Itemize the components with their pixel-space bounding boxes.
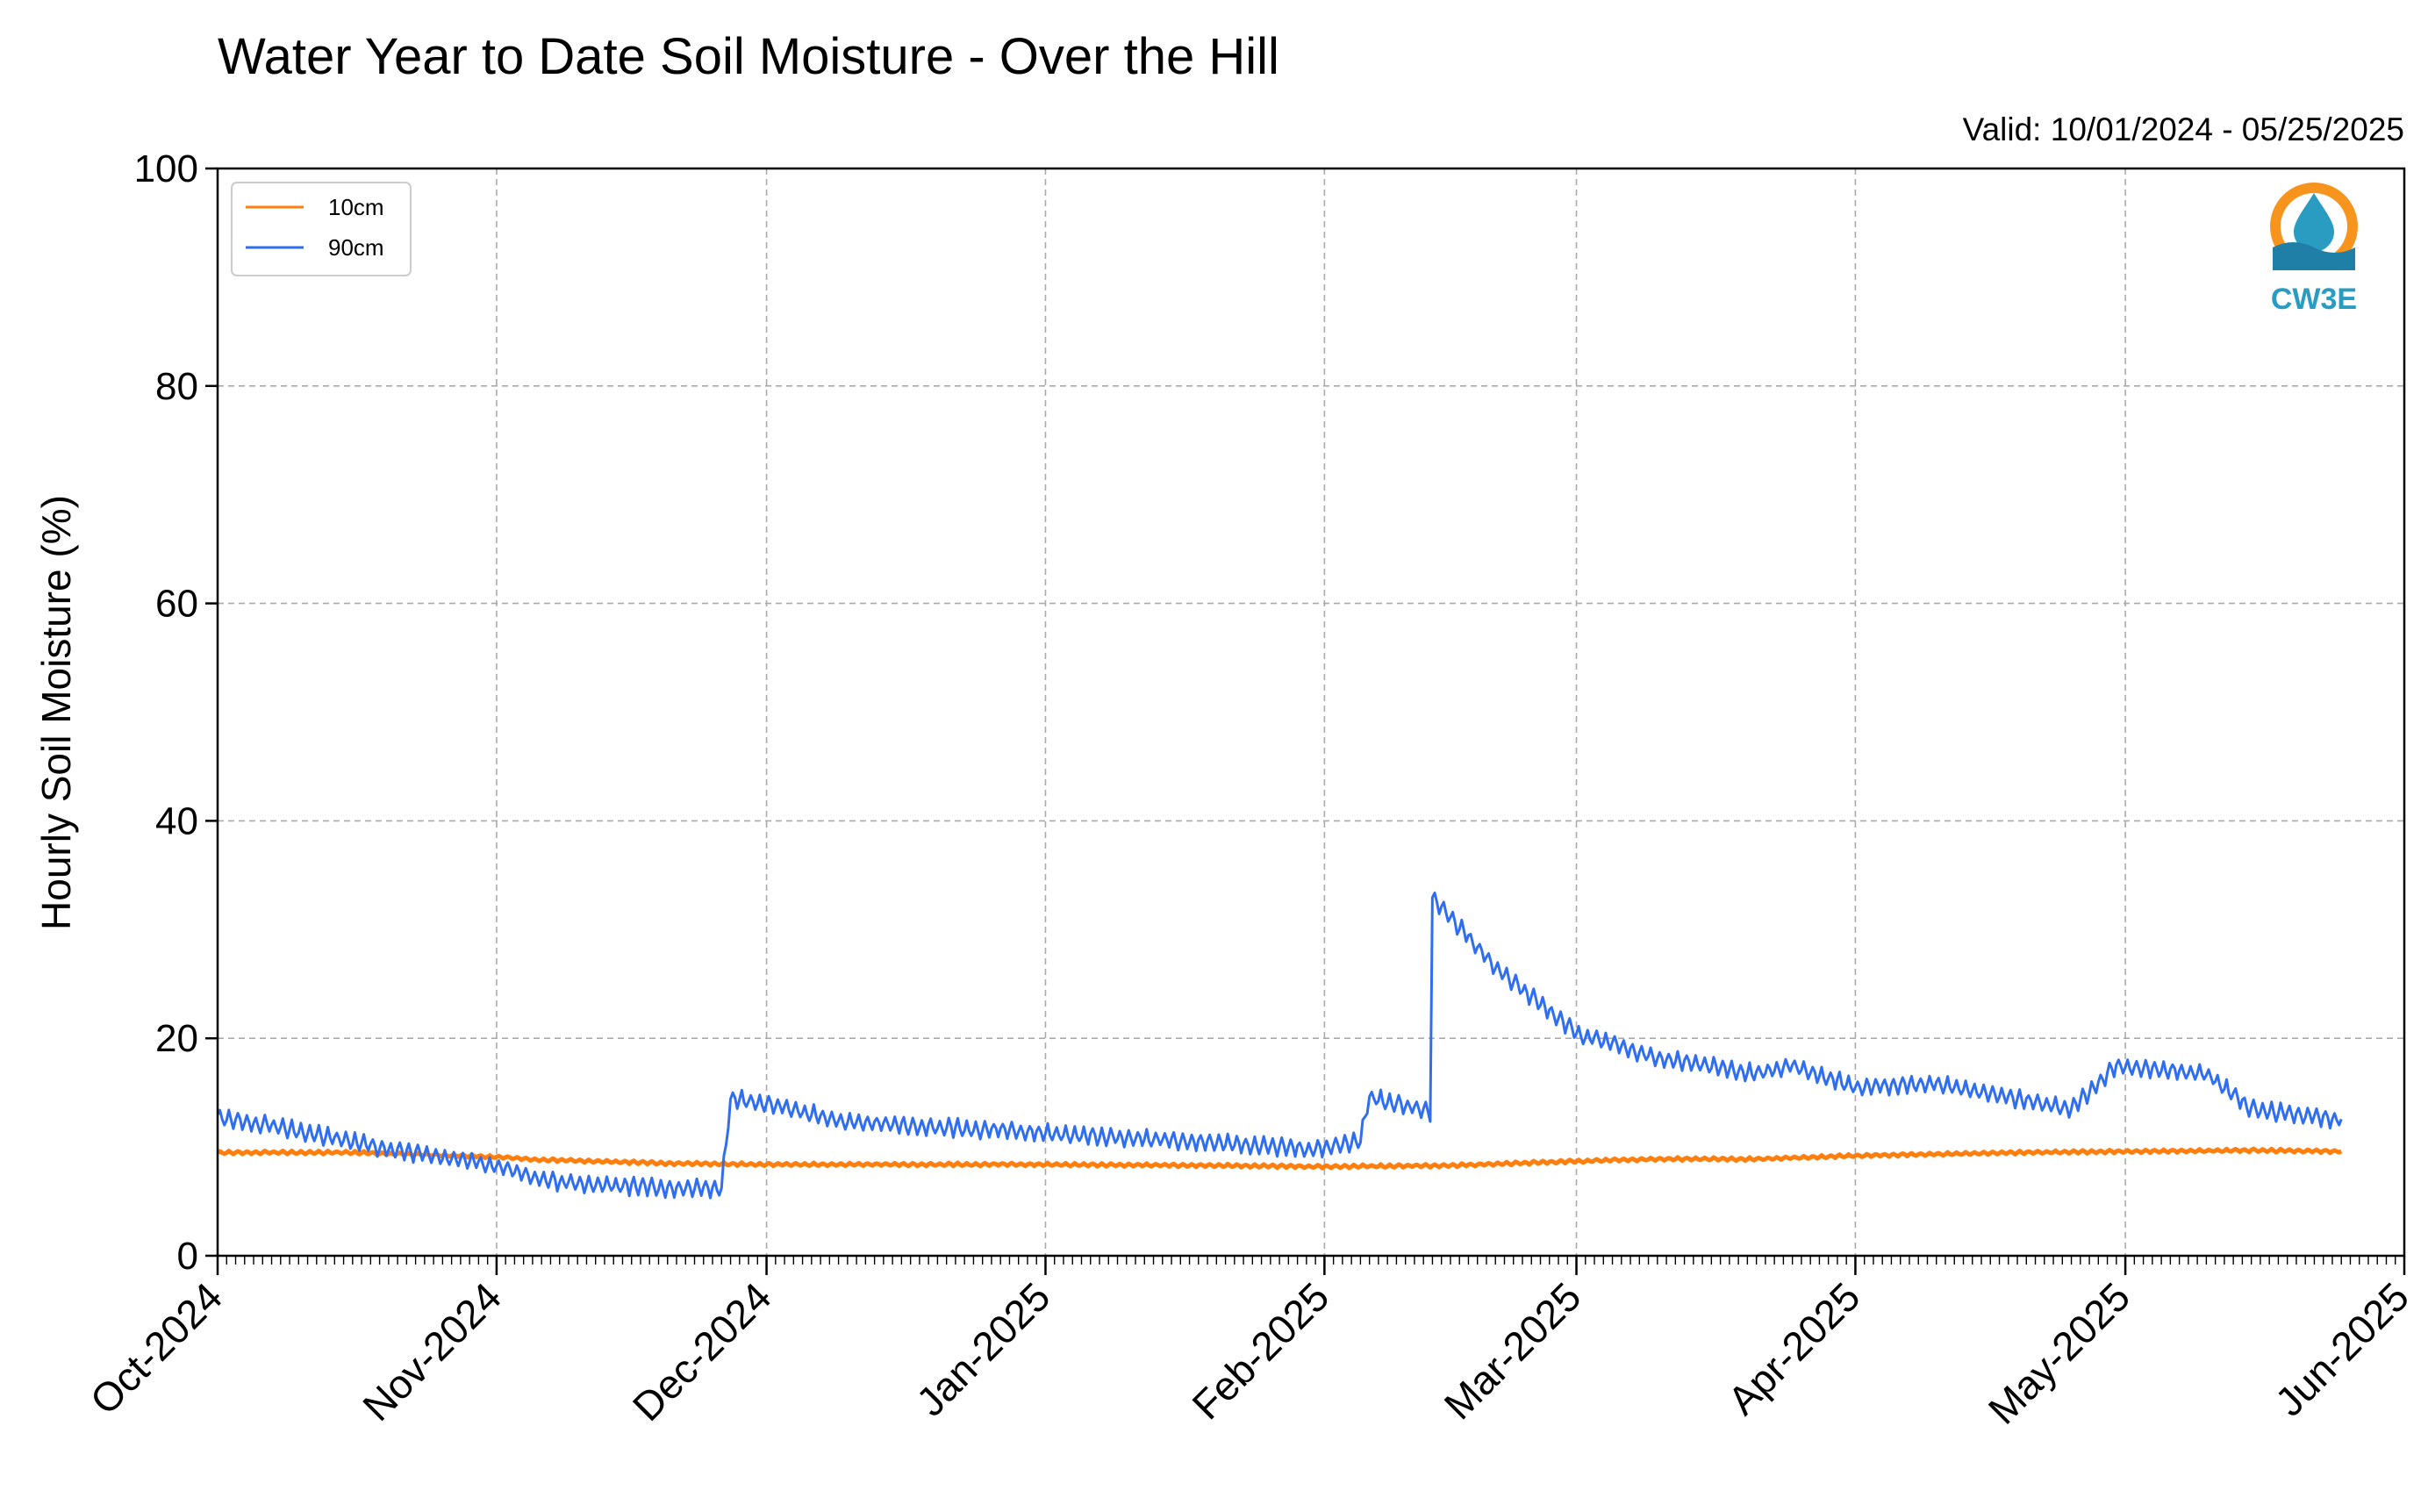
- y-tick-label: 100: [134, 147, 198, 190]
- y-tick-label: 80: [155, 365, 198, 408]
- y-tick-label: 20: [155, 1017, 198, 1060]
- y-axis-label: Hourly Soil Moisture (%): [33, 495, 79, 930]
- logo-text: CW3E: [2271, 283, 2357, 316]
- valid-range-label: Valid: 10/01/2024 - 05/25/2025: [1963, 111, 2404, 147]
- y-tick-label: 60: [155, 583, 198, 626]
- x-tick-label: Jun-2025: [2267, 1273, 2417, 1424]
- x-tick-label: Mar-2025: [1436, 1273, 1590, 1428]
- logo-wave-icon: [2273, 242, 2355, 270]
- x-tick-label: Feb-2025: [1183, 1273, 1337, 1428]
- chart-title: Water Year to Date Soil Moisture - Over …: [218, 28, 1279, 85]
- x-tick-label: Nov-2024: [354, 1273, 510, 1430]
- grid: [218, 168, 2404, 1256]
- series-lines: [216, 892, 2343, 1200]
- x-tick-label: Apr-2025: [1719, 1273, 1869, 1423]
- legend-label-10cm: 10cm: [328, 194, 384, 220]
- legend-label-90cm: 90cm: [328, 234, 384, 261]
- x-tick-label: Oct-2024: [82, 1273, 232, 1423]
- axes: 0 20 40 60 80 100 Oct-2024 Nov-2024 Dec-2024 Jan-…: [82, 147, 2418, 1433]
- x-tick-label: Dec-2024: [624, 1273, 780, 1430]
- logo-drop-icon: [2294, 193, 2334, 252]
- x-tick-label: May-2025: [1980, 1273, 2138, 1432]
- legend: 10cm 90cm: [231, 182, 412, 276]
- series-line-10cm: [217, 1146, 2343, 1171]
- plot-frame: [216, 167, 2406, 1258]
- y-tick-label: 40: [155, 799, 198, 842]
- series-line-90cm: [216, 892, 2343, 1200]
- y-tick-label: 0: [177, 1235, 198, 1278]
- x-tick-label: Jan-2025: [907, 1273, 1058, 1424]
- cw3e-logo: CW3E: [2270, 183, 2358, 316]
